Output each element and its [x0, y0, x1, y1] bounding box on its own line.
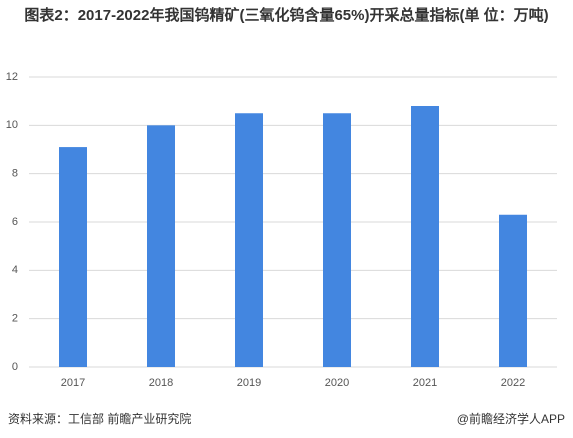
y-tick-label: 10 [6, 119, 18, 131]
bar [323, 113, 351, 367]
bar [235, 113, 263, 367]
x-tick-label: 2022 [501, 377, 525, 389]
brand-note: @前瞻经济学人APP [456, 412, 565, 426]
y-tick-label: 4 [12, 264, 18, 276]
bar [147, 125, 175, 367]
chart: 0 2 4 6 8 10 12 2017 2018 2019 2020 2021 2022 [6, 71, 557, 389]
bar [411, 106, 439, 367]
x-tick-label: 2018 [149, 377, 173, 389]
source-note: 资料来源：工信部 前瞻产业研究院 [8, 412, 192, 426]
y-tick-label: 12 [6, 71, 18, 83]
bar [59, 147, 87, 367]
x-tick-label: 2021 [413, 377, 437, 389]
chart-title: 图表2：2017-2022年我国钨精矿(三氧化钨含量65%)开采总量指标(单 位… [24, 7, 549, 24]
bar [499, 214, 527, 367]
x-tick-label: 2020 [325, 377, 349, 389]
y-tick-label: 6 [12, 216, 18, 228]
y-tick-label: 8 [12, 168, 18, 180]
y-tick-label: 0 [12, 361, 18, 373]
x-tick-label: 2019 [237, 377, 261, 389]
y-tick-label: 2 [12, 313, 18, 325]
x-tick-label: 2017 [61, 377, 85, 389]
